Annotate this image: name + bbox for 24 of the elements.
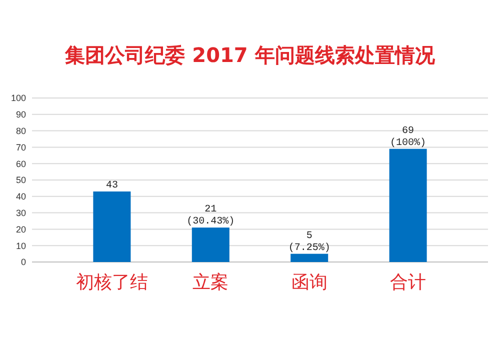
y-tick-label: 40 bbox=[16, 192, 26, 202]
x-tick-label: 合计 bbox=[390, 272, 426, 293]
y-tick-label: 90 bbox=[16, 110, 26, 120]
y-tick-label: 50 bbox=[16, 175, 26, 186]
data-label: 5 (7.25%) bbox=[288, 230, 330, 254]
x-tick-label: 函询 bbox=[291, 272, 328, 293]
y-tick-label: 60 bbox=[16, 158, 26, 169]
x-tick-label: 初核了结 bbox=[76, 272, 148, 293]
y-tick-label: 30 bbox=[16, 208, 26, 218]
y-tick-label: 70 bbox=[16, 142, 26, 152]
bar bbox=[192, 228, 230, 262]
y-tick-label: 10 bbox=[16, 240, 26, 251]
y-tick-label: 20 bbox=[16, 224, 26, 234]
chart-title: 集团公司纪委 2017 年问题线索处置情况 bbox=[64, 43, 436, 67]
bar bbox=[290, 254, 328, 262]
x-tick-label: 立案 bbox=[192, 272, 229, 293]
data-label: 21 (30.43%) bbox=[186, 204, 235, 228]
bar bbox=[93, 191, 131, 262]
y-tick-label: 80 bbox=[16, 126, 26, 136]
bar bbox=[389, 148, 427, 262]
y-tick-label: 0 bbox=[20, 257, 26, 268]
data-label: 69 (100%) bbox=[390, 126, 426, 149]
data-label: 43 bbox=[106, 180, 118, 192]
y-tick-label: 100 bbox=[10, 93, 26, 104]
